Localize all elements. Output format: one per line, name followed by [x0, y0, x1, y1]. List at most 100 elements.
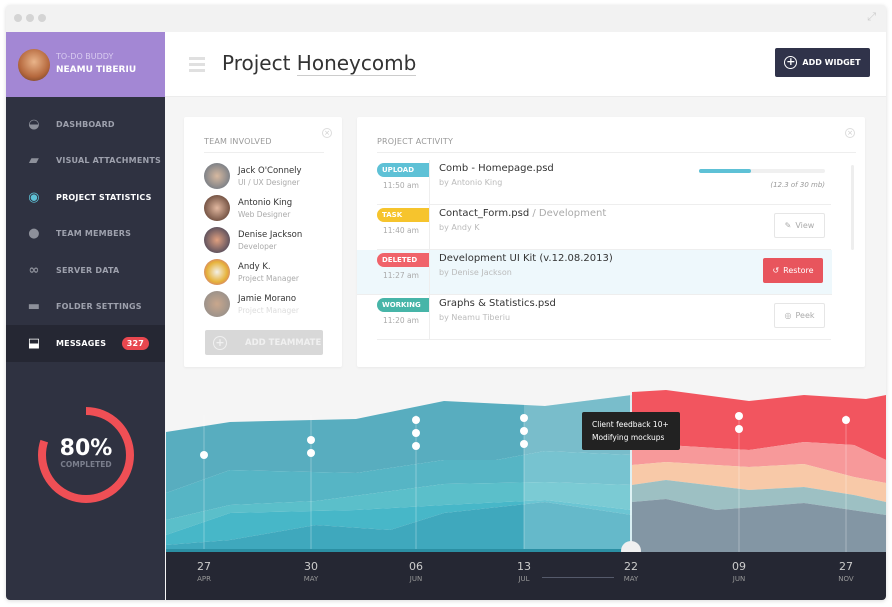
history-icon: ↺ — [772, 266, 780, 275]
profile[interactable]: TO-DO BUDDY NEAMU TIBERIU — [6, 32, 165, 97]
sidebar-item-folder-settings[interactable]: ▬ FOLDER SETTINGS — [6, 289, 165, 326]
date-day: 27 — [197, 560, 211, 573]
event-marker[interactable] — [412, 416, 420, 424]
view-button[interactable]: ✎ View — [774, 213, 825, 238]
date-month: APR — [197, 575, 211, 583]
member-role: Project Manager — [238, 306, 299, 315]
status-badge: DELETED — [377, 253, 429, 267]
file-name-text: Contact_Form.psd — [439, 208, 530, 219]
date-label[interactable]: 06 JUN — [396, 560, 436, 583]
plus-icon: + — [213, 335, 227, 350]
page-title: Project Honeycomb — [222, 51, 417, 76]
activity-row[interactable]: UPLOAD 11:50 am Comb - Homepage.psd by A… — [377, 160, 831, 205]
window-dot[interactable] — [38, 14, 46, 22]
event-marker[interactable] — [735, 425, 743, 433]
messages-count-badge: 327 — [121, 336, 149, 350]
member-role: UI / UX Designer — [238, 178, 300, 187]
sidebar-item-team-members[interactable]: ● TEAM MEMBERS — [6, 216, 165, 253]
past-area-layer — [166, 451, 632, 520]
profile-subtitle: TO-DO BUDDY — [56, 52, 114, 61]
member-name: Jamie Morano — [238, 294, 297, 304]
peek-button[interactable]: ◎ Peek — [774, 303, 825, 328]
sidebar: TO-DO BUDDY NEAMU TIBERIU ◒ DASHBOARD ▰ VI… — [6, 32, 165, 600]
close-icon[interactable]: × — [845, 128, 855, 138]
date-label[interactable]: 09 JUN — [719, 560, 759, 583]
date-day: 30 — [304, 560, 318, 573]
sidebar-item-messages[interactable]: ⬓ MESSAGES 327 — [6, 325, 165, 362]
activity-card: PROJECT ACTIVITY × UPLOAD 11:50 am Comb … — [357, 117, 865, 367]
event-marker[interactable] — [200, 451, 208, 459]
date-day: 13 — [517, 560, 531, 573]
activity-time: 11:27 am — [383, 271, 419, 280]
inbox-icon: ⬓ — [27, 335, 41, 351]
date-label[interactable]: 22 MAY — [611, 560, 651, 583]
event-marker[interactable] — [307, 449, 315, 457]
event-marker[interactable] — [520, 414, 528, 422]
window-dot[interactable] — [14, 14, 22, 22]
app-window: ⤢ TO-DO BUDDY NEAMU TIBERIU ◒ DASHBOARD ▰… — [6, 5, 886, 600]
sidebar-item-visual-attachments[interactable]: ▰ VISUAL ATTACHMENTS — [6, 143, 165, 180]
event-marker[interactable] — [520, 440, 528, 448]
activity-time: 11:40 am — [383, 226, 419, 235]
event-marker[interactable] — [735, 412, 743, 420]
range-arrow — [542, 577, 614, 578]
selection-range[interactable] — [524, 385, 632, 552]
future-area-layer — [632, 442, 886, 483]
event-marker[interactable] — [842, 416, 850, 424]
sidebar-item-label: MESSAGES — [56, 338, 107, 348]
team-card: TEAM INVOLVED × Jack O'Connely UI / UX De… — [184, 117, 342, 367]
add-widget-button[interactable]: + ADD WIDGET — [775, 48, 870, 77]
expand-icon[interactable]: ⤢ — [867, 10, 876, 23]
date-label[interactable]: 27 NOV — [826, 560, 866, 583]
activity-time: 11:20 am — [383, 316, 419, 325]
project-name[interactable]: Honeycomb — [296, 51, 417, 76]
peek-label: Peek — [795, 311, 815, 320]
tooltip-line: Modifying mockups — [592, 433, 665, 442]
member-name: Jack O'Connely — [238, 166, 302, 176]
date-day: 09 — [732, 560, 746, 573]
avatar — [204, 259, 230, 285]
date-month: MAY — [303, 575, 319, 583]
timeline-chart[interactable] — [166, 385, 886, 561]
header: Project Honeycomb + ADD WIDGET — [165, 32, 886, 97]
completion-donut: 80% COMPLETED — [38, 407, 134, 503]
upload-size: (12.3 of 30 mb) — [770, 181, 825, 189]
title-prefix: Project — [222, 51, 297, 75]
event-marker[interactable] — [412, 429, 420, 437]
status-badge: UPLOAD — [377, 163, 429, 177]
sidebar-item-dashboard[interactable]: ◒ DASHBOARD — [6, 106, 165, 143]
member-name: Antonio King — [238, 198, 293, 208]
add-teammate-button[interactable]: + ADD TEAMMATE — [205, 330, 323, 355]
close-icon[interactable]: × — [322, 128, 332, 138]
folder-name: / Development — [529, 208, 607, 219]
author: by Denise Jackson — [439, 268, 512, 277]
past-area-layer — [166, 502, 632, 552]
view-label: View — [795, 221, 815, 230]
author: by Neamu Tiberiu — [439, 313, 511, 322]
restore-button[interactable]: ↺ Restore — [763, 258, 823, 283]
user-icon: ● — [28, 226, 40, 242]
sidebar-item-label: DASHBOARD — [56, 119, 115, 129]
future-area-layer — [632, 462, 886, 502]
past-area-layer — [166, 395, 632, 493]
date-label[interactable]: 27 APR — [184, 560, 224, 583]
event-marker[interactable] — [520, 427, 528, 435]
member-role: Project Manager — [238, 274, 299, 283]
future-area-layer — [632, 480, 886, 515]
dashboard-icon: ◒ — [28, 116, 40, 132]
event-marker[interactable] — [412, 442, 420, 450]
date-label[interactable]: 13 JUL — [504, 560, 544, 583]
scrollbar[interactable] — [851, 165, 854, 250]
image-icon: ▰ — [28, 153, 40, 169]
activity-row[interactable]: DELETED 11:27 am Development UI Kit (v.1… — [357, 250, 832, 295]
window-dot[interactable] — [26, 14, 34, 22]
activity-row[interactable]: WORKING 11:20 am Graphs & Statistics.psd… — [377, 295, 831, 340]
event-marker[interactable] — [307, 436, 315, 444]
sidebar-item-project-statistics[interactable]: ◉ PROJECT STATISTICS — [6, 179, 165, 216]
chart-tooltip: Client feedback 10+ Modifying mockups — [582, 412, 680, 450]
activity-row[interactable]: TASK 11:40 am Contact_Form.psd / Develop… — [377, 205, 831, 250]
author: by Antonio King — [439, 178, 503, 187]
menu-icon[interactable] — [189, 57, 205, 75]
sidebar-item-server-data[interactable]: ∞ SERVER DATA — [6, 252, 165, 289]
date-label[interactable]: 30 MAY — [291, 560, 331, 583]
